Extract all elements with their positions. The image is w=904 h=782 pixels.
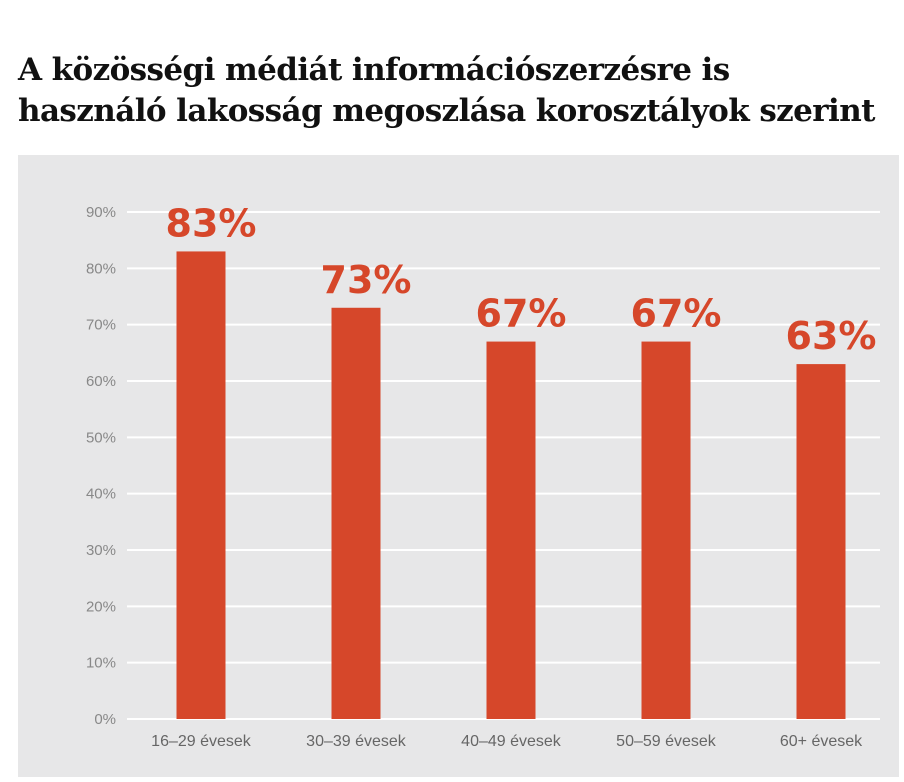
data-labels: 83% 73% 67% 67% 63% xyxy=(166,201,877,358)
chart-panel xyxy=(18,155,899,777)
y-tick-label: 50% xyxy=(86,429,116,446)
chart-title-line-1: A közösségi médiát információszerzésre i… xyxy=(18,52,730,88)
bar xyxy=(331,307,381,719)
x-category-label: 16–29 évesek xyxy=(151,733,252,750)
bar xyxy=(176,251,226,719)
bar xyxy=(796,364,846,719)
y-tick-label: 0% xyxy=(94,711,116,728)
data-label: 73% xyxy=(321,258,412,302)
x-category-label: 30–39 évesek xyxy=(306,733,407,750)
x-category-label: 40–49 évesek xyxy=(461,733,562,750)
y-tick-label: 60% xyxy=(86,373,116,390)
data-label: 83% xyxy=(166,201,257,245)
y-axis-ticks: 0% 10% 20% 30% 40% 50% 60% 70% 80% 90% xyxy=(86,204,116,728)
data-label: 63% xyxy=(786,314,877,358)
y-tick-label: 40% xyxy=(86,486,116,503)
y-tick-label: 80% xyxy=(86,260,116,277)
x-category-label: 60+ évesek xyxy=(780,733,863,750)
data-label: 67% xyxy=(631,292,722,336)
x-category-label: 50–59 évesek xyxy=(616,733,717,750)
y-tick-label: 30% xyxy=(86,542,116,559)
chart-title: A közösségi médiát információszerzésre i… xyxy=(18,50,888,132)
y-tick-label: 90% xyxy=(86,204,116,221)
bars xyxy=(176,251,846,719)
y-tick-label: 70% xyxy=(86,317,116,334)
chart-title-line-2: használó lakosság megoszlása korosztályo… xyxy=(18,93,875,129)
bar xyxy=(486,341,536,719)
x-axis-categories: 16–29 évesek 30–39 évesek 40–49 évesek 50–5… xyxy=(151,733,863,750)
y-tick-label: 10% xyxy=(86,655,116,672)
y-tick-label: 20% xyxy=(86,598,116,615)
data-label: 67% xyxy=(476,292,567,336)
bar xyxy=(641,341,691,719)
